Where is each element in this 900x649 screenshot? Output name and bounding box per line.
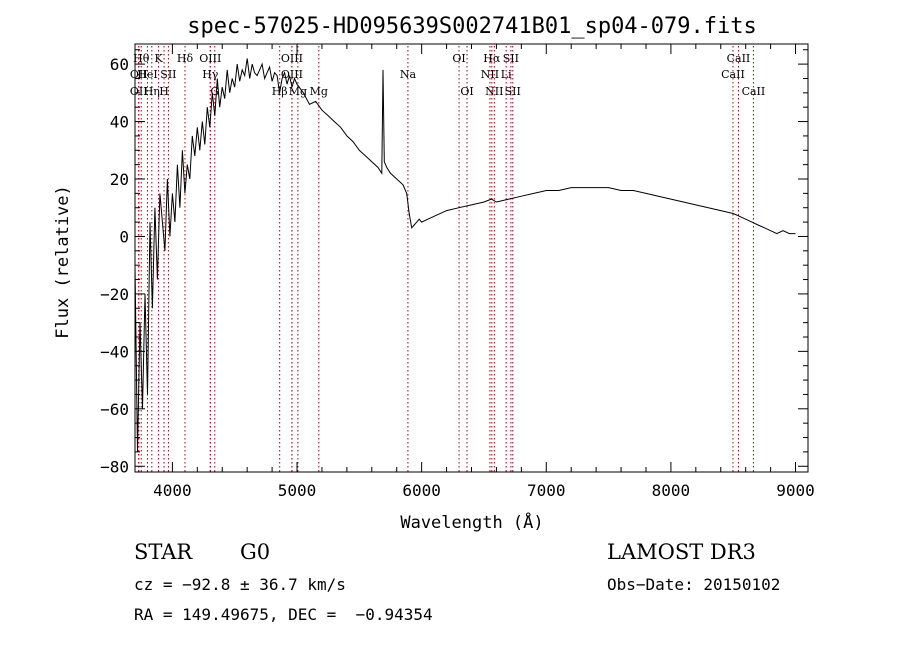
line-marker-label: SII [505, 85, 521, 98]
line-marker-label: CaII [742, 85, 766, 98]
line-marker-label: Hδ [177, 52, 194, 65]
y-tick-label: −40 [100, 342, 129, 361]
x-axis-ticks: 4000 5000 6000 7000 8000 9000 [153, 44, 815, 500]
line-marker-label: OIII [199, 52, 221, 65]
line-marker-label: G [210, 85, 219, 98]
line-marker-label: OIII [281, 68, 303, 81]
line-marker-label: Mg [310, 85, 328, 98]
x-tick-label: 7000 [527, 481, 566, 500]
line-marker-label: OII [130, 85, 148, 98]
object-class: STAR [134, 540, 193, 564]
ra-dec-coordinates: RA = 149.49675, DEC = −0.94354 [134, 605, 433, 624]
y-tick-label: −80 [100, 457, 129, 476]
y-axis-ticks: −80 −60 −40 −20 0 20 40 60 [100, 49, 808, 476]
x-tick-label: 4000 [153, 481, 192, 500]
line-marker-label: H [159, 85, 169, 98]
spectrum-line [134, 58, 796, 452]
line-marker-label: OII [130, 68, 148, 81]
x-tick-label: 5000 [278, 481, 317, 500]
observation-date: Obs−Date: 20150102 [607, 575, 781, 594]
line-marker-label: Li [501, 68, 512, 81]
line-marker-label: SII [503, 52, 519, 65]
y-axis-label: Flux (relative) [53, 185, 73, 339]
y-tick-label: 0 [119, 227, 129, 246]
y-tick-label: 20 [110, 170, 129, 189]
line-marker-label: NII [481, 68, 499, 81]
object-subclass: G0 [240, 540, 271, 564]
line-marker-label: OI [460, 85, 473, 98]
y-tick-label: −20 [100, 285, 129, 304]
chart-title: spec-57025-HD095639S002741B01_sp04-079.f… [187, 14, 757, 39]
x-tick-label: 8000 [652, 481, 691, 500]
line-marker-label: SII [160, 68, 176, 81]
plot-frame [134, 43, 809, 473]
line-marker-label: HeI [137, 68, 157, 81]
line-marker-label: NII [485, 85, 503, 98]
x-tick-label: 9000 [776, 481, 815, 500]
line-marker-label: Hγ [202, 68, 219, 81]
line-marker-label: Mg [289, 85, 307, 98]
line-marker-label: Hα [483, 52, 501, 65]
line-marker-label: Hθ [133, 52, 150, 65]
line-marker-label: CaII [727, 52, 751, 65]
line-marker-label: K [154, 52, 163, 65]
y-tick-label: 60 [110, 55, 129, 74]
line-marker-label: OI [452, 52, 465, 65]
line-marker-label: OIII [281, 52, 303, 65]
redshift-cz: cz = −92.8 ± 36.7 km/s [134, 575, 346, 594]
survey-name: LAMOST DR3 [607, 540, 756, 564]
x-axis-label: Wavelength (Å) [400, 511, 543, 533]
line-marker-label: Na [400, 68, 417, 81]
line-markers [138, 46, 754, 472]
line-marker-label: CaII [721, 68, 745, 81]
line-marker-label: Hη [144, 85, 160, 98]
y-tick-label: 40 [110, 113, 129, 132]
y-tick-label: −60 [100, 400, 129, 419]
x-tick-label: 6000 [402, 481, 441, 500]
